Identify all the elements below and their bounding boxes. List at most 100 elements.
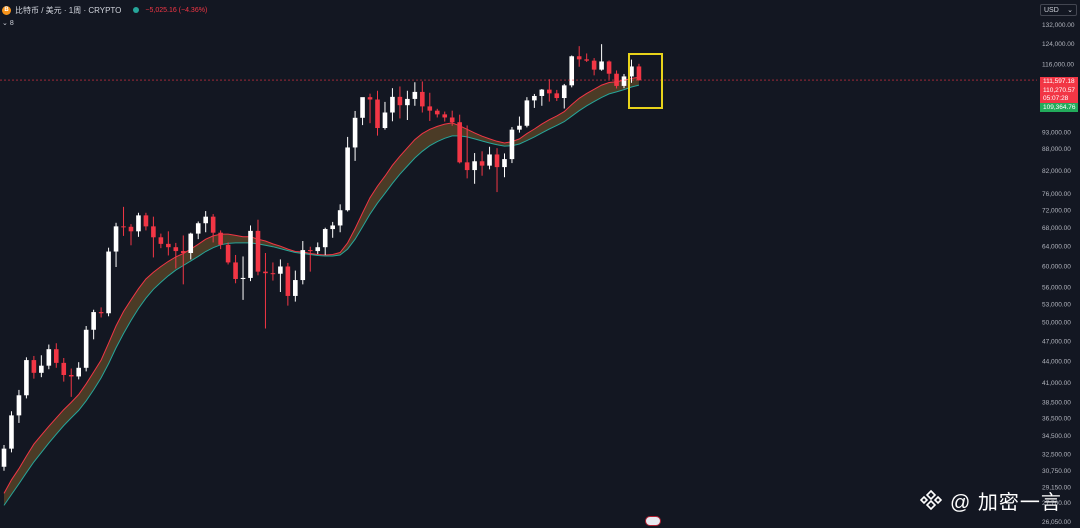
candle[interactable]: [352, 110, 358, 161]
candle[interactable]: [31, 355, 37, 379]
candle[interactable]: [390, 88, 395, 122]
candle[interactable]: [136, 212, 141, 237]
candle[interactable]: [517, 116, 522, 133]
candle[interactable]: [606, 60, 612, 80]
candle[interactable]: [472, 153, 477, 184]
candle[interactable]: [539, 89, 545, 106]
candle[interactable]: [345, 136, 350, 212]
candle[interactable]: [128, 224, 134, 246]
candle[interactable]: [1, 444, 7, 471]
candle[interactable]: [330, 221, 335, 238]
candle[interactable]: [487, 146, 492, 170]
candle-body: [606, 61, 612, 74]
candle[interactable]: [263, 253, 268, 329]
candle[interactable]: [225, 242, 231, 265]
candle[interactable]: [337, 204, 343, 233]
candle[interactable]: [91, 309, 96, 340]
candle[interactable]: [442, 111, 448, 122]
candle[interactable]: [180, 235, 186, 285]
candle[interactable]: [599, 44, 604, 71]
candle-body: [569, 56, 575, 86]
candle[interactable]: [9, 411, 14, 453]
candle[interactable]: [509, 127, 515, 164]
candle[interactable]: [569, 55, 575, 88]
candle[interactable]: [420, 81, 425, 113]
candle[interactable]: [158, 233, 164, 249]
candle[interactable]: [554, 89, 560, 101]
candle[interactable]: [255, 219, 261, 276]
price-axis-label: 116,000.00: [1042, 62, 1074, 69]
candle[interactable]: [293, 270, 298, 302]
candle[interactable]: [307, 246, 313, 272]
candle-body: [591, 60, 597, 70]
candle[interactable]: [561, 83, 567, 109]
candle[interactable]: [479, 151, 485, 176]
candle[interactable]: [397, 86, 403, 119]
candle[interactable]: [121, 206, 126, 236]
candle-body: [420, 91, 425, 107]
candle[interactable]: [270, 262, 276, 281]
candle[interactable]: [382, 101, 388, 130]
candle[interactable]: [173, 242, 179, 269]
candle-body: [315, 247, 321, 252]
candle-body: [255, 230, 261, 272]
candle[interactable]: [464, 125, 470, 179]
candle[interactable]: [547, 79, 552, 102]
candle[interactable]: [367, 93, 373, 124]
candle[interactable]: [278, 259, 283, 293]
candle[interactable]: [502, 153, 507, 178]
indicators-toggle[interactable]: ⌄ 8: [2, 18, 14, 28]
candle[interactable]: [195, 221, 201, 240]
candle[interactable]: [636, 63, 642, 81]
candle[interactable]: [457, 114, 462, 164]
candle[interactable]: [240, 256, 246, 300]
candle[interactable]: [106, 247, 111, 317]
candle[interactable]: [24, 357, 29, 399]
candle[interactable]: [233, 254, 238, 284]
candle[interactable]: [427, 92, 433, 121]
candle[interactable]: [218, 230, 223, 250]
candle[interactable]: [203, 211, 208, 233]
candle[interactable]: [285, 262, 291, 306]
candle[interactable]: [591, 58, 597, 76]
candle[interactable]: [188, 232, 194, 260]
candle[interactable]: [315, 242, 321, 254]
candle[interactable]: [76, 362, 81, 380]
candle[interactable]: [300, 241, 306, 285]
candle[interactable]: [53, 343, 59, 368]
candle[interactable]: [322, 227, 328, 255]
candle[interactable]: [532, 93, 537, 108]
candle[interactable]: [39, 355, 44, 378]
candle[interactable]: [210, 214, 216, 243]
candle-body: [457, 122, 462, 163]
currency-select[interactable]: USD ⌄: [1040, 4, 1077, 16]
candle[interactable]: [16, 389, 22, 423]
candle[interactable]: [248, 225, 253, 282]
candle[interactable]: [143, 212, 149, 231]
candle[interactable]: [449, 110, 455, 126]
candle-body: [98, 312, 104, 314]
symbol-title[interactable]: 比特币 / 美元 · 1周 · CRYPTO: [15, 5, 122, 15]
candle[interactable]: [412, 82, 418, 106]
candle[interactable]: [83, 326, 89, 372]
candle[interactable]: [614, 70, 619, 89]
candle[interactable]: [494, 148, 500, 193]
candle[interactable]: [113, 222, 119, 267]
candle[interactable]: [68, 368, 74, 397]
candle[interactable]: [524, 97, 530, 128]
candle[interactable]: [629, 59, 634, 83]
candle[interactable]: [360, 97, 365, 126]
price-axis-label: 27,700.00: [1042, 500, 1071, 507]
candle[interactable]: [151, 216, 156, 258]
candle[interactable]: [98, 307, 104, 318]
candle[interactable]: [61, 358, 67, 382]
candle[interactable]: [405, 90, 410, 121]
candle[interactable]: [576, 46, 582, 67]
candle[interactable]: [584, 53, 589, 62]
candle[interactable]: [166, 231, 171, 256]
candle[interactable]: [621, 73, 627, 89]
candle[interactable]: [434, 108, 440, 118]
candle[interactable]: [46, 344, 52, 370]
candle[interactable]: [375, 90, 380, 136]
